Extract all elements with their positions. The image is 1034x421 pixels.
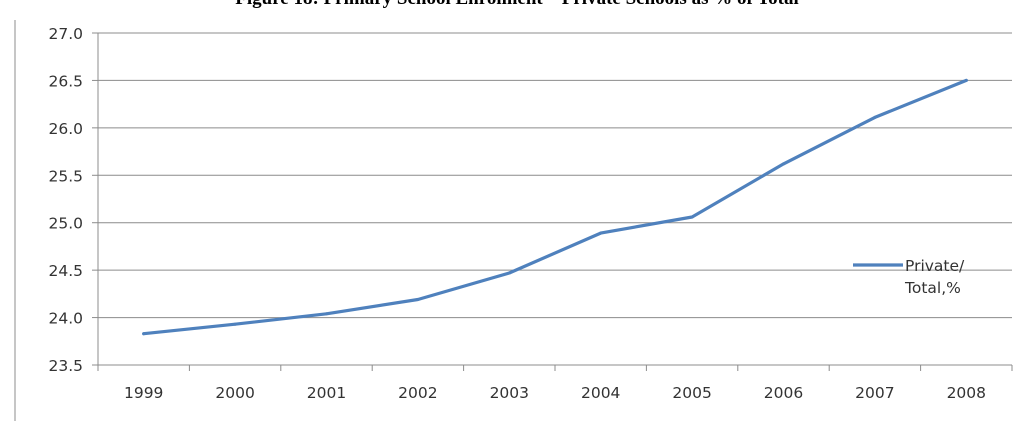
legend: Private/Total,% (853, 257, 965, 297)
series-line (142, 78, 968, 336)
x-tick-label: 2000 (215, 384, 254, 402)
y-tick-label: 24.5 (48, 262, 83, 280)
y-tick-label: 25.5 (48, 167, 83, 185)
data-point (690, 215, 694, 219)
data-point (233, 322, 237, 326)
x-tick-label: 2003 (490, 384, 529, 402)
data-point (142, 332, 146, 336)
x-tick-label: 2006 (764, 384, 803, 402)
chart-title: Figure 18: Primary School Enrolment – Pr… (0, 0, 1034, 10)
axes (97, 33, 1013, 371)
x-tick-label: 2005 (672, 384, 711, 402)
data-point (507, 271, 511, 275)
x-axis-tick-labels: 1999 2000 2001 2002 2003 2004 2005 2006 2007 2008 (124, 384, 986, 402)
x-tick-label: 1999 (124, 384, 163, 402)
x-tick-label: 2002 (398, 384, 437, 402)
data-point (873, 115, 877, 119)
y-tick-label: 26.5 (48, 72, 83, 90)
data-point (599, 231, 603, 235)
x-tick-label: 2001 (307, 384, 346, 402)
legend-label: Private/Total,% (904, 257, 965, 297)
data-point (782, 162, 785, 166)
x-tick-label: 2004 (581, 384, 620, 402)
y-axis-tick-labels: 23.5 24.0 24.5 25.0 25.5 26.0 26.5 27.0 (48, 25, 83, 375)
data-point (964, 78, 968, 82)
data-point (416, 298, 420, 302)
series-layer (142, 78, 968, 336)
y-tick-label: 26.0 (48, 120, 83, 138)
gridlines (92, 32, 1012, 366)
y-tick-label: 24.0 (48, 310, 83, 328)
y-tick-label: 27.0 (48, 25, 83, 43)
y-tick-label: 25.0 (48, 215, 83, 233)
data-point (325, 312, 328, 316)
x-tick-label: 2007 (855, 384, 894, 402)
x-tick-label: 2008 (947, 384, 986, 402)
y-tick-label: 23.5 (48, 357, 83, 375)
